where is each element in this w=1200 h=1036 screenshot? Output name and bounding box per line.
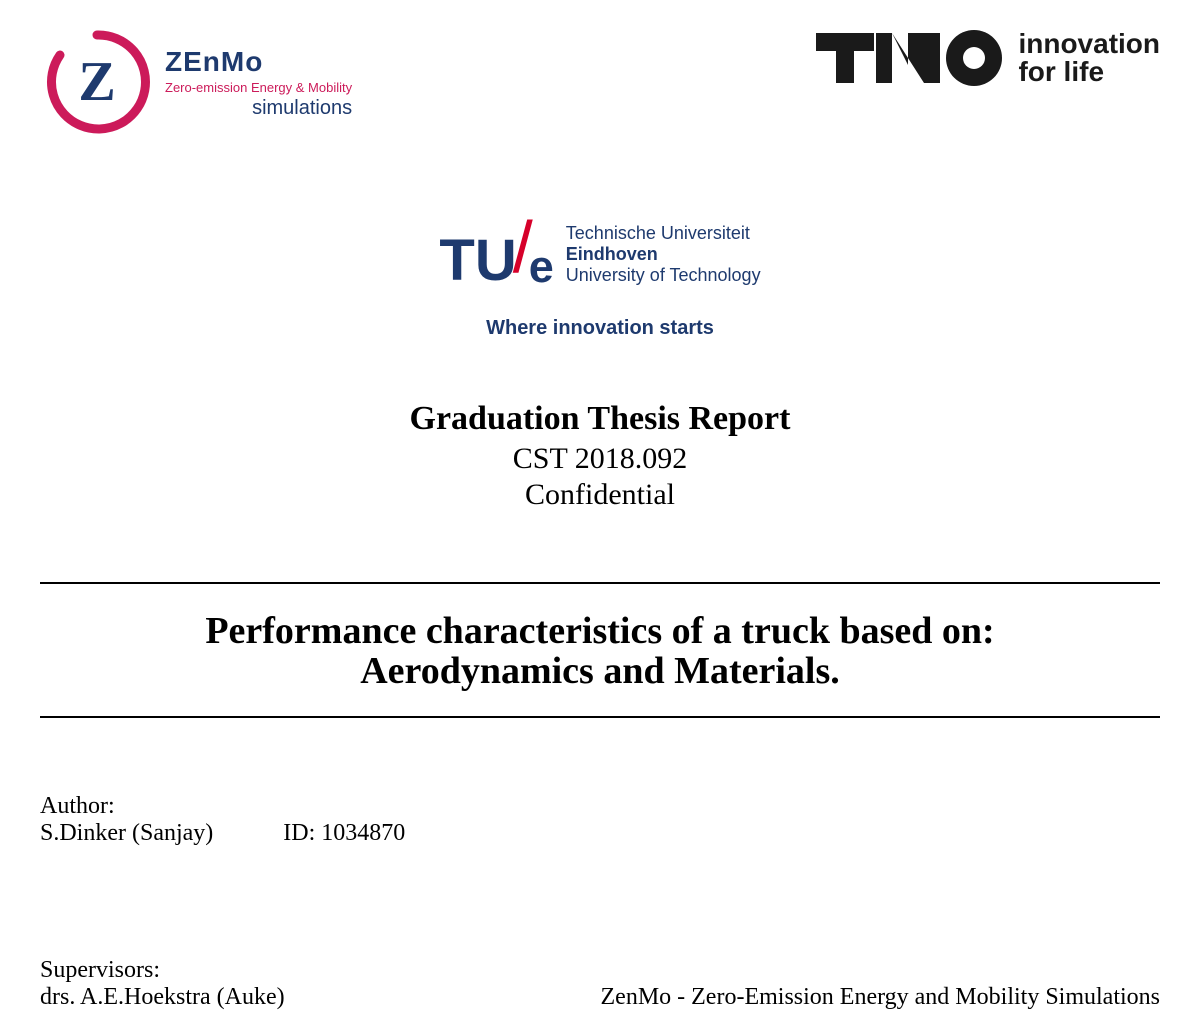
tue-tagline: Where innovation starts	[0, 317, 1200, 340]
tue-tu: TU	[439, 227, 516, 294]
supervisors-section: Supervisors: drs. A.E.Hoekstra (Auke) Ze…	[40, 957, 1160, 1011]
zenmo-sim: simulations	[165, 97, 352, 120]
supervisors-label: Supervisors:	[40, 957, 1160, 984]
svg-text:Z: Z	[78, 51, 115, 113]
author-id: ID: 1034870	[283, 820, 405, 847]
zenmo-circle-icon: Z	[40, 25, 155, 140]
tno-text: innovation for life	[1018, 30, 1160, 86]
tno-line1: innovation	[1018, 30, 1160, 58]
report-code: CST 2018.092	[0, 442, 1200, 476]
tno-shapes-icon	[816, 25, 1006, 90]
report-title: Graduation Thesis Report	[0, 400, 1200, 438]
supervisor-org: ZenMo - Zero-Emission Energy and Mobilit…	[601, 984, 1161, 1011]
supervisor-name: drs. A.E.Hoekstra (Auke)	[40, 984, 285, 1011]
zenmo-title: ZEnMo	[165, 46, 352, 78]
supervisor-row: drs. A.E.Hoekstra (Auke) ZenMo - Zero-Em…	[40, 984, 1160, 1011]
tno-logo: innovation for life	[816, 25, 1160, 90]
author-section: Author: S.Dinker (Sanjay) ID: 1034870	[40, 793, 1160, 847]
title-line1: Performance characteristics of a truck b…	[40, 612, 1160, 652]
zenmo-subtitle: Zero-emission Energy & Mobility	[165, 80, 352, 95]
report-confidential: Confidential	[0, 478, 1200, 512]
tue-logo: TU / e Technische Universiteit Eindhoven…	[439, 215, 760, 297]
tno-line2: for life	[1018, 58, 1160, 86]
report-heading: Graduation Thesis Report CST 2018.092 Co…	[0, 400, 1200, 512]
title-block: Performance characteristics of a truck b…	[40, 582, 1160, 718]
author-name: S.Dinker (Sanjay)	[40, 820, 213, 847]
zenmo-logo: Z ZEnMo Zero-emission Energy & Mobility …	[40, 25, 352, 140]
tue-line2: Eindhoven	[566, 244, 761, 265]
header-logos: Z ZEnMo Zero-emission Energy & Mobility …	[0, 0, 1200, 140]
author-row: S.Dinker (Sanjay) ID: 1034870	[40, 820, 1160, 847]
main-title: Performance characteristics of a truck b…	[40, 612, 1160, 692]
tue-details: Technische Universiteit Eindhoven Univer…	[566, 223, 761, 286]
tue-line3: University of Technology	[566, 265, 761, 286]
zenmo-text: ZEnMo Zero-emission Energy & Mobility si…	[165, 46, 352, 120]
title-line2: Aerodynamics and Materials.	[40, 652, 1160, 692]
tue-abbrev: TU / e	[439, 215, 553, 297]
tue-e: e	[529, 241, 554, 293]
author-label: Author:	[40, 793, 1160, 820]
tue-line1: Technische Universiteit	[566, 223, 761, 244]
tue-section: TU / e Technische Universiteit Eindhoven…	[0, 215, 1200, 340]
